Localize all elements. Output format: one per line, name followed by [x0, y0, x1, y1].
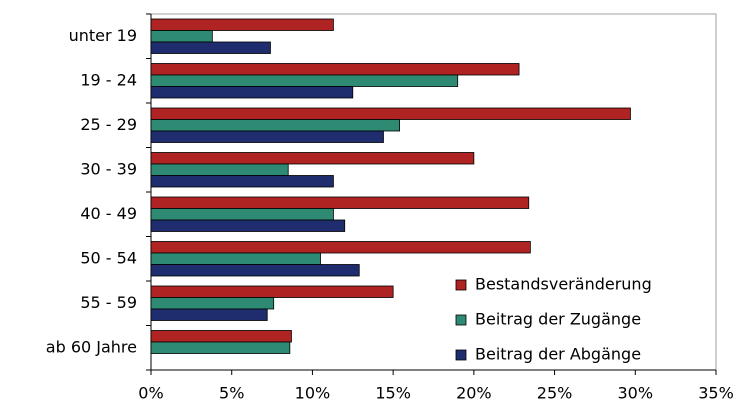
y-tick-label: 40 - 49: [80, 204, 137, 223]
x-tick-label: 10%: [295, 384, 331, 403]
y-tick-label: 55 - 59: [80, 293, 137, 312]
bar: [150, 285, 394, 298]
bar: [150, 341, 291, 354]
legend-label: Bestandsveränderung: [475, 275, 652, 294]
bar: [150, 264, 360, 277]
bar: [150, 130, 384, 143]
bar: [150, 41, 271, 54]
bar: [150, 219, 346, 232]
bar: [150, 208, 334, 221]
y-tick-label: ab 60 Jahre: [46, 337, 137, 356]
x-tick-label: 5%: [219, 384, 244, 403]
bar: [150, 18, 334, 31]
legend: Bestandsveränderung Beitrag der Zugänge Be…: [440, 270, 712, 368]
y-tick-label: 30 - 39: [80, 159, 137, 178]
y-tick-label: unter 19: [69, 26, 137, 45]
legend-swatch: [455, 314, 467, 326]
bar: [150, 297, 275, 310]
bar: [150, 330, 292, 343]
bar: [150, 86, 354, 99]
legend-label: Beitrag der Zugänge: [475, 310, 641, 329]
bar: [150, 119, 401, 132]
bar: [150, 63, 520, 76]
y-tick-label: 19 - 24: [80, 70, 137, 89]
bar: [150, 152, 475, 165]
legend-box: [440, 270, 712, 368]
bar: [150, 74, 459, 87]
x-tick-label: 25%: [537, 384, 573, 403]
bar: [150, 30, 213, 43]
bar: [150, 196, 530, 209]
legend-swatch: [455, 349, 467, 361]
legend-label: Beitrag der Abgänge: [475, 345, 641, 364]
bar: [150, 241, 531, 254]
x-tick-label: 20%: [456, 384, 492, 403]
bar: [150, 308, 268, 321]
x-tick-label: 15%: [375, 384, 411, 403]
bar: [150, 163, 289, 176]
bar: [150, 175, 334, 188]
legend-swatch: [455, 279, 467, 291]
x-tick-label: 35%: [698, 384, 734, 403]
y-tick-label: 50 - 54: [80, 248, 137, 267]
y-tick-label: 25 - 29: [80, 115, 137, 134]
bar: [150, 252, 321, 265]
x-tick-label: 0%: [138, 384, 163, 403]
bar: [150, 107, 631, 120]
x-tick-label: 30%: [618, 384, 654, 403]
